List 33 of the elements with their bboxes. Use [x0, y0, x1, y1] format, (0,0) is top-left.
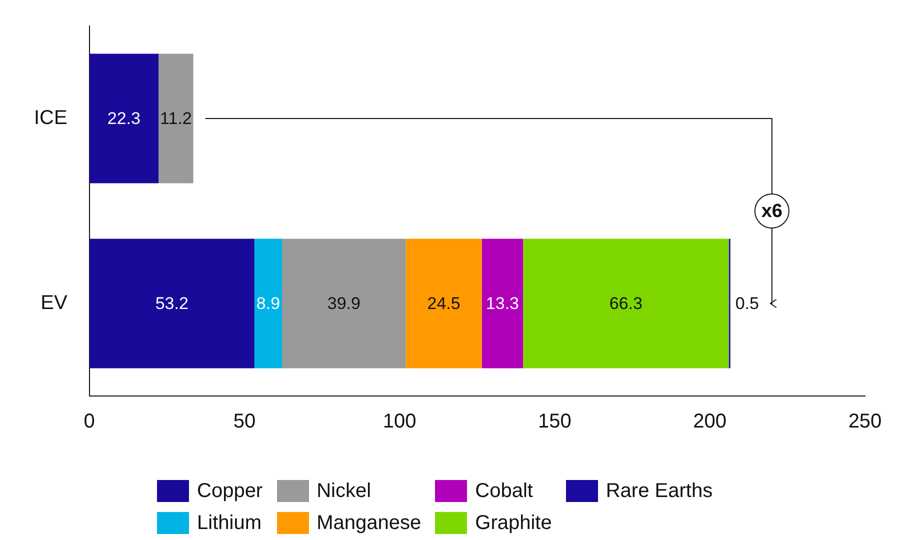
bar: [482, 238, 524, 368]
x-tick-label: 200: [693, 410, 727, 433]
x-tick-label: 250: [848, 410, 882, 433]
bar: [282, 238, 406, 368]
bar: [523, 238, 729, 368]
y-tick-label: ICE: [34, 107, 68, 130]
x-tick-label: 0: [84, 410, 95, 433]
bar: [254, 238, 282, 368]
annotation: x6: [761, 201, 782, 222]
legend-label: Copper: [197, 480, 263, 502]
bar: [89, 54, 159, 184]
data-label: 0.5: [735, 294, 759, 314]
data-label: 39.9: [327, 294, 360, 314]
bar: [158, 54, 194, 184]
x-tick-label: 50: [233, 410, 256, 433]
y-tick-label: EV: [40, 292, 68, 314]
data-label: 66.3: [609, 294, 642, 314]
x-tick-label: 150: [538, 410, 572, 433]
data-label: 22.3: [107, 109, 140, 128]
data-label: 13.3: [486, 294, 520, 314]
bar: [406, 238, 482, 368]
data-label: 8.9: [256, 294, 280, 314]
legend-label: Cobalt: [475, 480, 533, 502]
legend-label: Manganese: [316, 512, 422, 534]
data-label: 24.5: [427, 294, 460, 314]
data-label: 53.2: [155, 294, 188, 314]
legend-label: Lithium: [197, 512, 262, 534]
x-tick-label: 100: [382, 410, 416, 433]
legend-label: Graphite: [475, 512, 552, 534]
legend-label: Nickel: [316, 480, 372, 502]
bar: [89, 238, 254, 368]
legend-label: Rare Earths: [606, 480, 713, 502]
data-label: 11.2: [160, 109, 192, 128]
